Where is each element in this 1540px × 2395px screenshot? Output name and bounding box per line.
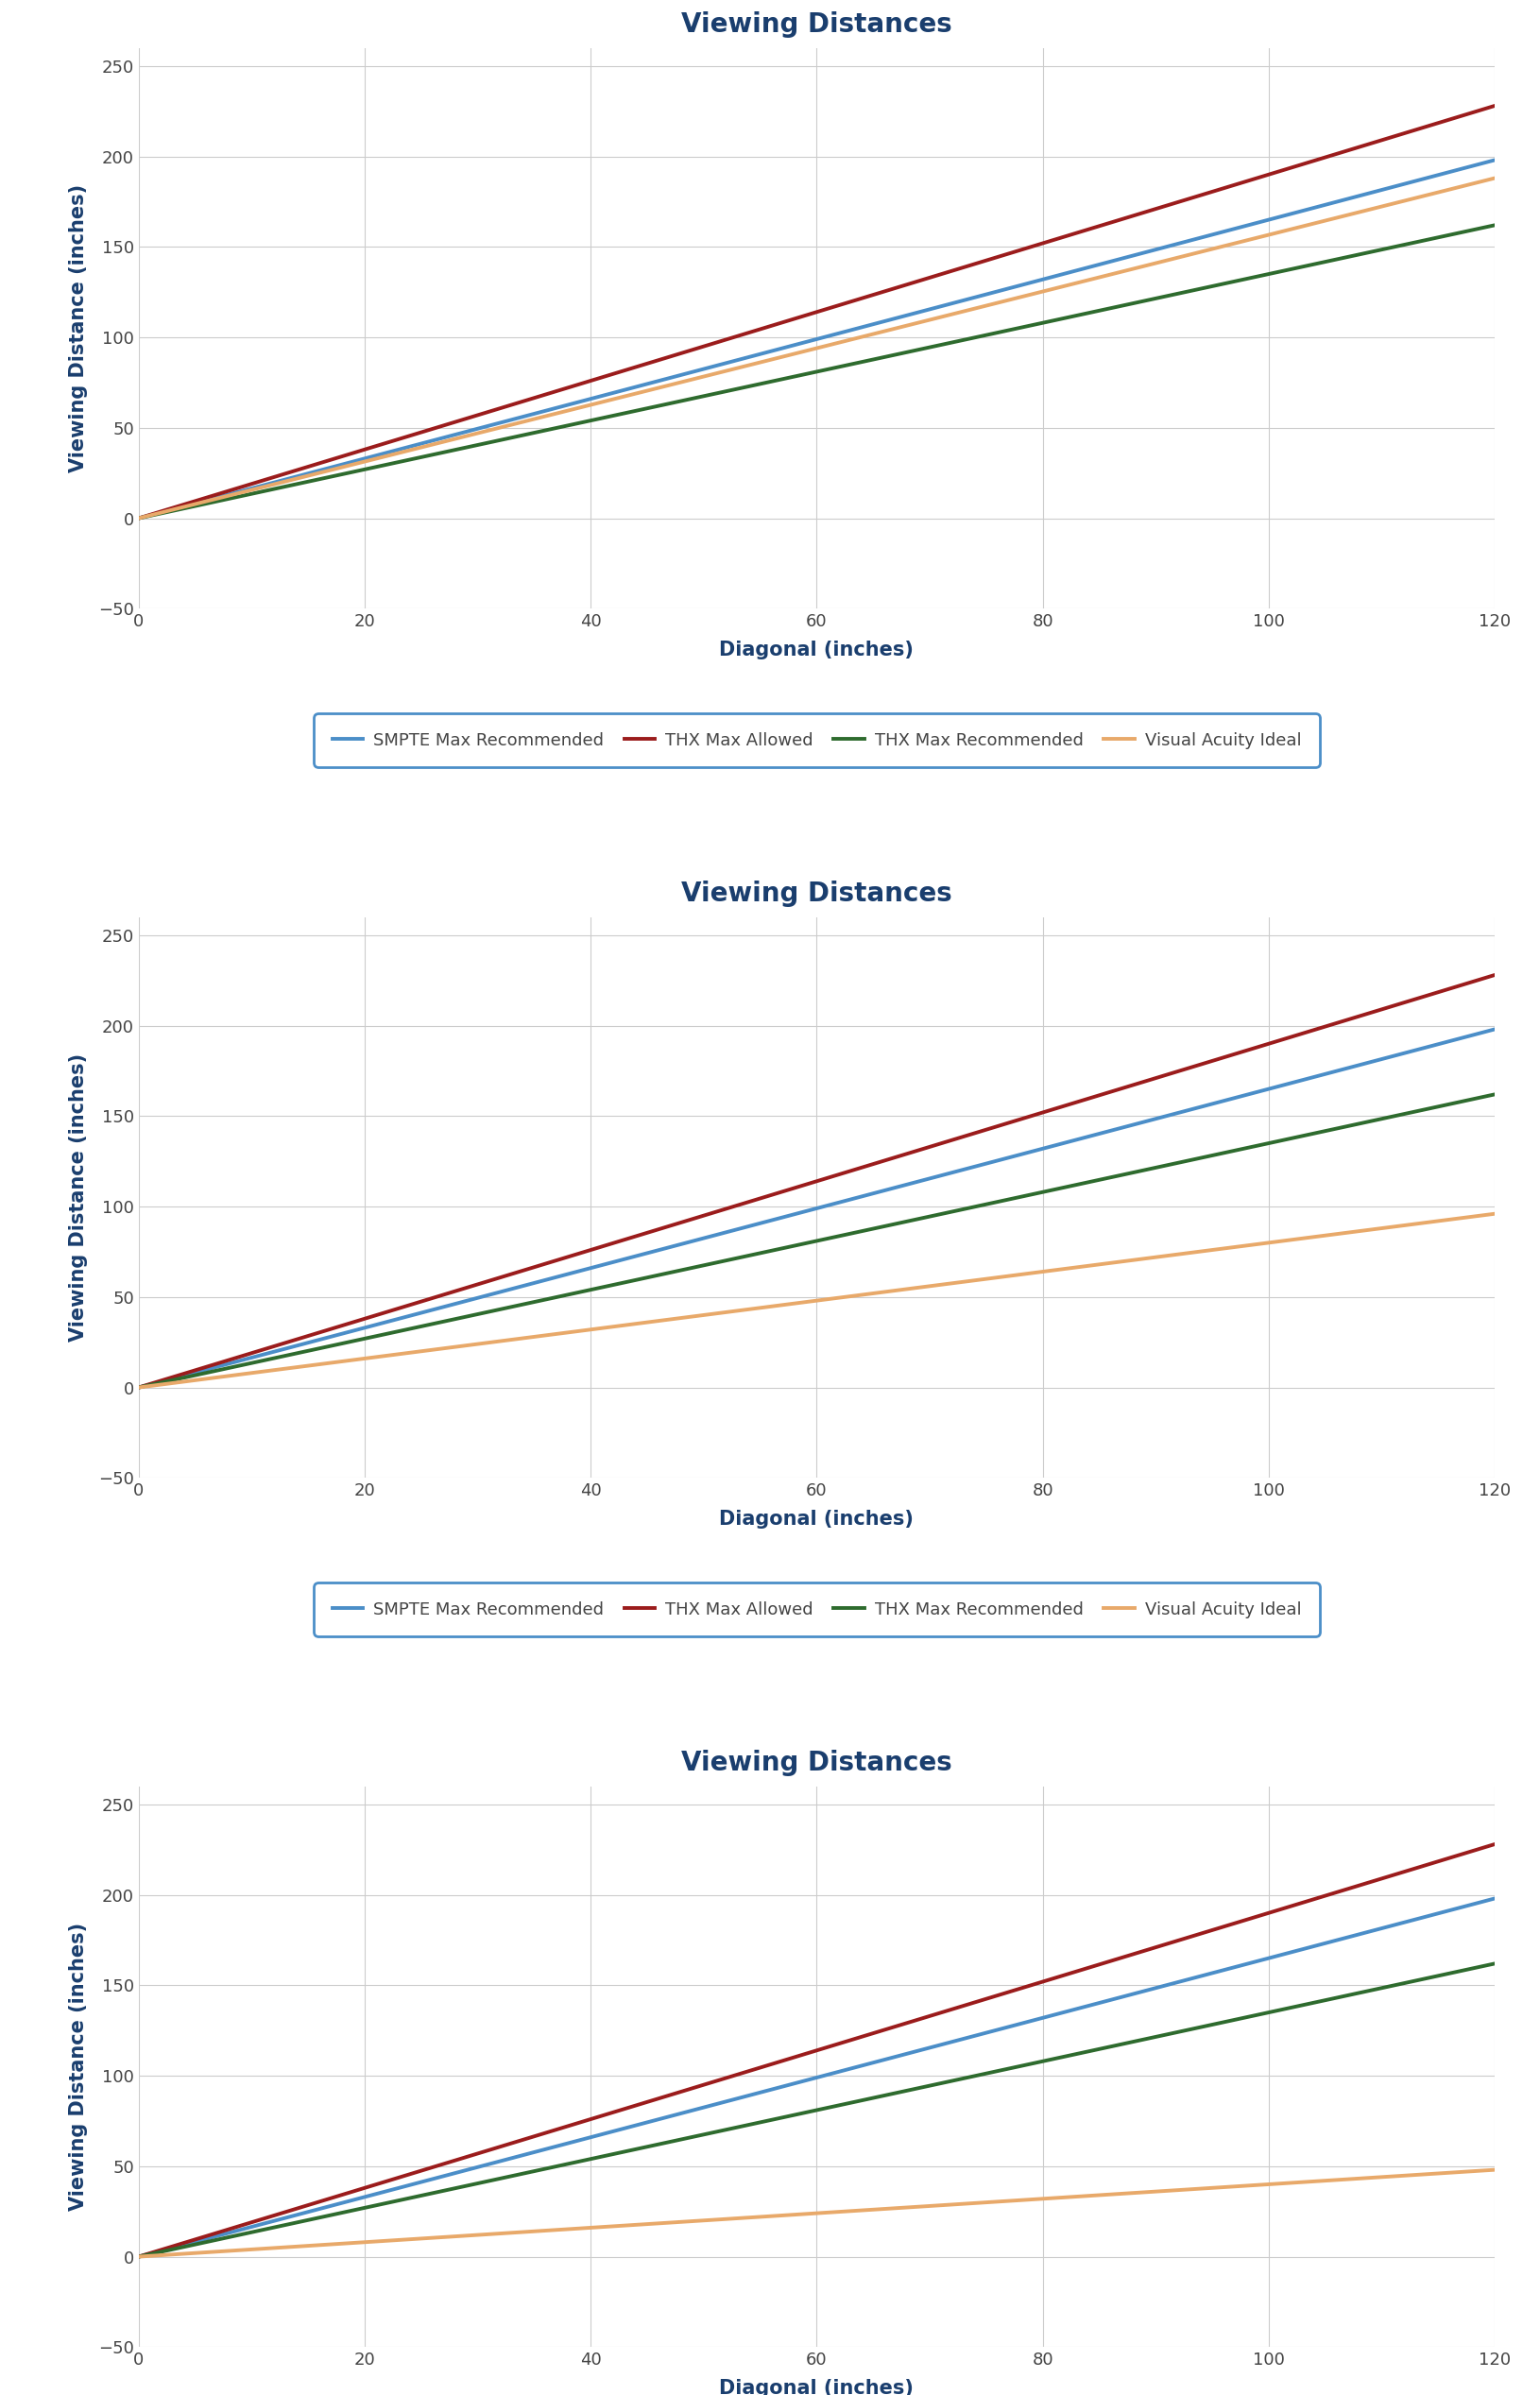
- X-axis label: Diagonal (inches): Diagonal (inches): [719, 2378, 913, 2395]
- Y-axis label: Viewing Distance (inches): Viewing Distance (inches): [69, 1923, 88, 2211]
- Y-axis label: Viewing Distance (inches): Viewing Distance (inches): [69, 1054, 88, 1341]
- X-axis label: Diagonal (inches): Diagonal (inches): [719, 642, 913, 659]
- X-axis label: Diagonal (inches): Diagonal (inches): [719, 1509, 913, 1528]
- Legend: SMPTE Max Recommended, THX Max Allowed, THX Max Recommended, Visual Acuity Ideal: SMPTE Max Recommended, THX Max Allowed, …: [319, 1588, 1314, 1631]
- Title: Viewing Distances: Viewing Distances: [681, 1751, 952, 1777]
- Title: Viewing Distances: Viewing Distances: [681, 881, 952, 908]
- Title: Viewing Distances: Viewing Distances: [681, 12, 952, 38]
- Legend: SMPTE Max Recommended, THX Max Allowed, THX Max Recommended, Visual Acuity Ideal: SMPTE Max Recommended, THX Max Allowed, …: [319, 718, 1314, 762]
- Y-axis label: Viewing Distance (inches): Viewing Distance (inches): [69, 184, 88, 472]
